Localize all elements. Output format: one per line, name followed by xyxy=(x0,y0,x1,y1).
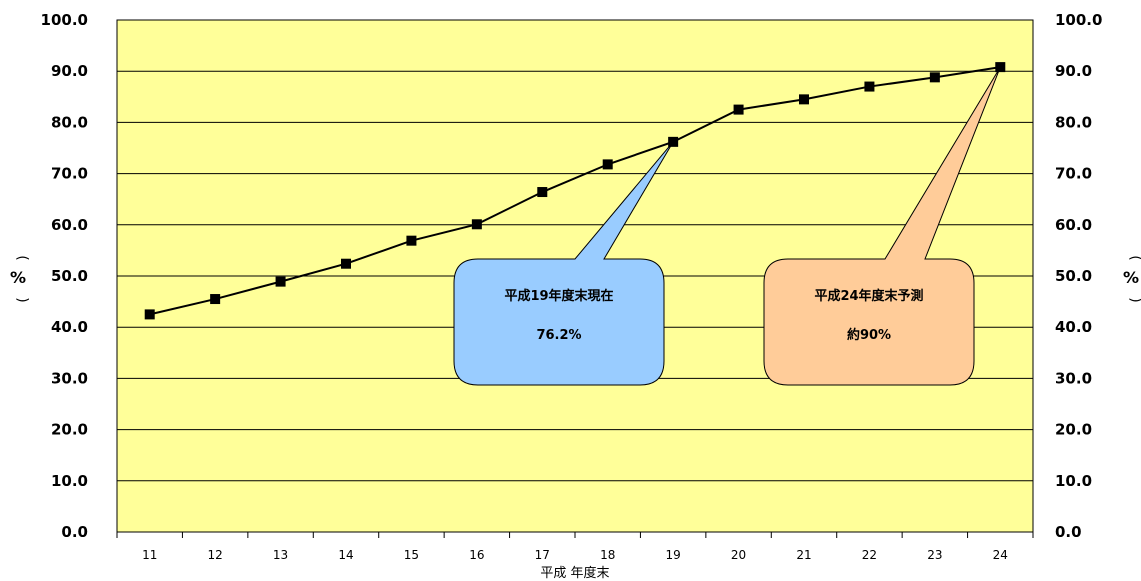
data-point-marker xyxy=(668,136,679,147)
data-point-marker xyxy=(929,72,940,83)
y-tick-label-right: 50.0 xyxy=(1055,267,1092,285)
callout-bubble xyxy=(453,141,674,386)
x-tick-label: 22 xyxy=(862,548,877,562)
x-tick-label: 24 xyxy=(993,548,1008,562)
y-tick-label-left: 50.0 xyxy=(51,267,88,285)
x-tick-label: 23 xyxy=(927,548,942,562)
y-tick-label-right: 90.0 xyxy=(1055,62,1092,80)
y-axis-label-left: % xyxy=(10,268,26,287)
data-point-marker xyxy=(602,159,613,170)
callout-title: 平成24年度末予測 xyxy=(814,288,923,304)
y-tick-label-right: 70.0 xyxy=(1055,165,1092,183)
data-point-marker xyxy=(799,94,809,105)
y-tick-label-left: 70.0 xyxy=(51,165,88,183)
x-tick-label: 21 xyxy=(796,548,811,562)
y-tick-label-left: 40.0 xyxy=(51,318,88,336)
x-tick-label: 14 xyxy=(338,548,353,562)
x-tick-label: 13 xyxy=(273,548,288,562)
data-point-marker xyxy=(537,187,548,198)
data-point-marker xyxy=(341,258,351,269)
x-tick-label: 16 xyxy=(469,548,484,562)
x-tick-label: 12 xyxy=(208,548,223,562)
y-tick-label-left: 0.0 xyxy=(61,523,88,541)
y-tick-label-right: 30.0 xyxy=(1055,369,1092,387)
x-tick-label: 11 xyxy=(142,548,157,562)
x-tick-label: 17 xyxy=(535,548,550,562)
callout-bubble xyxy=(763,66,1001,386)
y-tick-label-right: 100.0 xyxy=(1055,11,1102,29)
y-tick-label-left: 30.0 xyxy=(51,369,88,387)
data-point-marker xyxy=(144,309,155,320)
y-tick-label-right: 20.0 xyxy=(1055,421,1092,439)
y-tick-label-right: 10.0 xyxy=(1055,472,1092,490)
data-point-marker xyxy=(275,276,286,287)
y-axis-label-right: % xyxy=(1123,268,1139,287)
y-tick-label-left: 90.0 xyxy=(51,62,88,80)
data-point-marker xyxy=(733,104,744,115)
y-axis-paren-open-right: ( xyxy=(1127,255,1141,260)
x-axis-label: 平成 年度末 xyxy=(540,565,609,581)
y-tick-label-right: 40.0 xyxy=(1055,318,1092,336)
data-point-marker xyxy=(210,294,221,305)
data-point-marker xyxy=(864,81,875,92)
data-point-marker xyxy=(406,235,417,246)
y-axis-paren-open-left: ( xyxy=(14,255,30,260)
x-tick-label: 20 xyxy=(731,548,746,562)
x-tick-label: 18 xyxy=(600,548,615,562)
series-line xyxy=(149,66,1001,316)
y-tick-label-right: 0.0 xyxy=(1055,523,1082,541)
y-tick-label-left: 20.0 xyxy=(51,421,88,439)
y-axis-paren-close-right: ) xyxy=(1127,297,1141,302)
callout-title: 平成19年度末現在 xyxy=(504,288,613,304)
callout-value: 76.2% xyxy=(536,328,581,343)
data-point-marker xyxy=(995,62,1006,73)
x-tick-label: 15 xyxy=(404,548,419,562)
y-tick-label-left: 80.0 xyxy=(51,113,88,131)
callout-value: 約90% xyxy=(847,327,891,343)
y-tick-label-left: 100.0 xyxy=(41,11,88,29)
x-tick-label: 19 xyxy=(666,548,681,562)
data-point-marker xyxy=(471,219,482,230)
y-tick-label-right: 80.0 xyxy=(1055,113,1092,131)
y-tick-label-left: 60.0 xyxy=(51,216,88,234)
y-axis-paren-close-left: ) xyxy=(14,297,30,302)
y-tick-label-right: 60.0 xyxy=(1055,216,1092,234)
y-tick-label-left: 10.0 xyxy=(51,472,88,490)
